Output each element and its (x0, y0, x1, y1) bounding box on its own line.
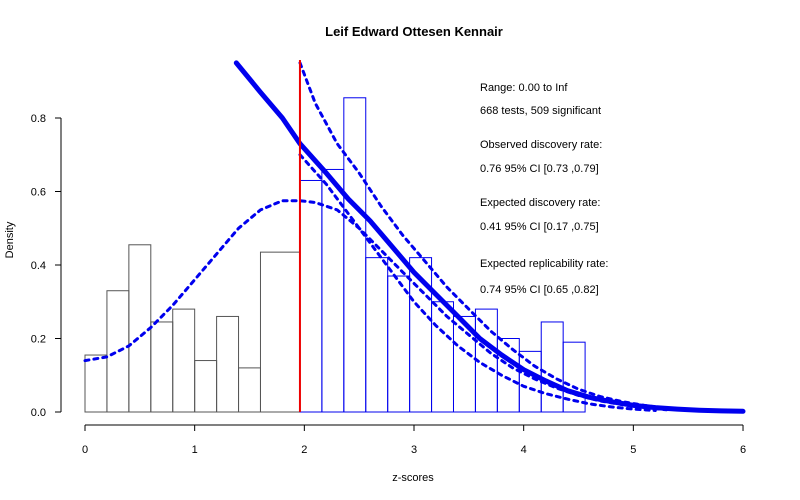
annotations: Range: 0.00 to Inf 668 tests, 509 signif… (480, 82, 608, 296)
bar-nonsignificant (172, 308, 196, 413)
bar-nonsignificant (194, 360, 218, 413)
annotation-tests: 668 tests, 509 significant (480, 105, 601, 117)
density-curve-dashed (83, 199, 668, 412)
x-tick-label: 5 (630, 444, 636, 456)
annotation-err-value: 0.74 95% CI [0.65 ,0.82] (480, 284, 599, 296)
bar-significant (387, 275, 411, 413)
y-tick-label: 0.4 (31, 260, 46, 272)
bar-significant (299, 179, 323, 413)
bar-nonsignificant (259, 251, 301, 413)
bar-significant (518, 350, 542, 413)
annotation-odr-label: Observed discovery rate: (480, 139, 602, 151)
bar-significant (365, 257, 389, 413)
y-tick-label: 0.2 (31, 334, 46, 346)
bar-nonsignificant (150, 321, 174, 413)
bar-nonsignificant (84, 354, 108, 413)
y-tick-label: 0.6 (31, 187, 46, 199)
annotation-range: Range: 0.00 to Inf (480, 82, 568, 94)
x-tick-label: 0 (82, 444, 88, 456)
x-axis: 0 1 2 3 4 5 6 (82, 424, 746, 456)
bar-nonsignificant (216, 315, 240, 413)
y-axis: 0.0 0.2 0.4 0.6 0.8 (31, 113, 62, 419)
annotation-err-label: Expected replicability rate: (480, 258, 608, 270)
density-curve-dashed (298, 153, 657, 412)
chart-title: Leif Edward Ottesen Kennair (325, 24, 503, 39)
annotation-edr-label: Expected discovery rate: (480, 197, 600, 209)
bar-significant (321, 168, 345, 413)
y-tick-label: 0.8 (31, 113, 46, 125)
y-tick-label: 0.0 (31, 407, 46, 419)
y-axis-label: Density (4, 221, 16, 258)
x-tick-label: 1 (192, 444, 198, 456)
density-curve-dashed (298, 61, 690, 412)
x-tick-label: 6 (740, 444, 746, 456)
x-axis-label: z-scores (392, 472, 434, 484)
bar-nonsignificant (238, 367, 261, 413)
x-tick-label: 2 (301, 444, 307, 456)
annotation-odr-value: 0.76 95% CI [0.73 ,0.79] (480, 163, 599, 175)
x-tick-label: 3 (411, 444, 417, 456)
density-curves (83, 60, 746, 414)
x-tick-label: 4 (521, 444, 527, 456)
bar-significant (343, 97, 367, 413)
annotation-edr-value: 0.41 95% CI [0.17 ,0.75] (480, 221, 599, 233)
bar-significant (562, 341, 586, 413)
